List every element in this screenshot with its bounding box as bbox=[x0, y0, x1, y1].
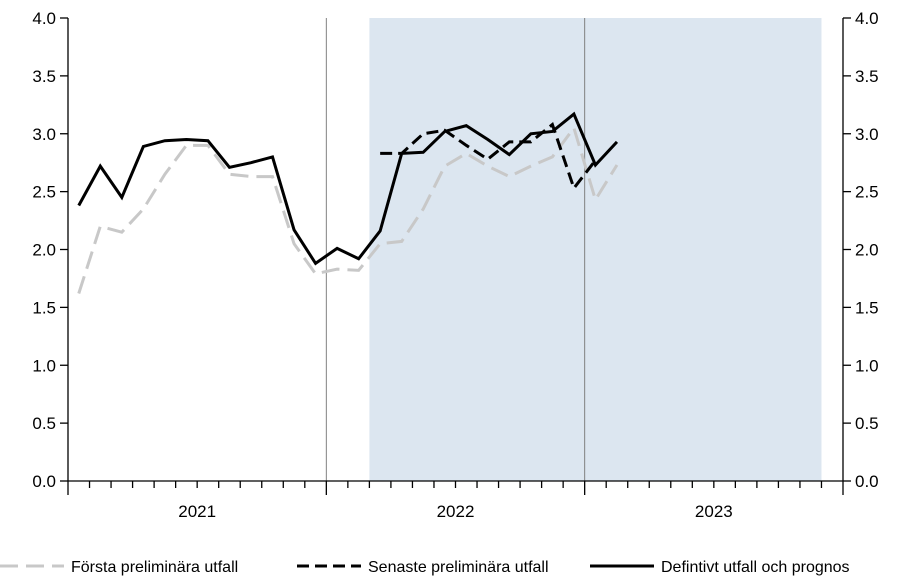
y-tick-label-right: 2.5 bbox=[855, 183, 879, 202]
y-tick-label-left: 4.0 bbox=[32, 9, 56, 28]
legend: Första preliminära utfall Senaste prelimi… bbox=[0, 559, 850, 576]
y-tick-label-right: 0.5 bbox=[855, 414, 879, 433]
legend-label-1: Första preliminära utfall bbox=[71, 559, 238, 576]
y-tick-label-left: 2.5 bbox=[32, 183, 56, 202]
x-tick-label: 2021 bbox=[178, 502, 216, 521]
y-tick-label-left: 0.0 bbox=[32, 472, 56, 491]
legend-label-3: Defintivt utfall och prognos bbox=[661, 559, 850, 576]
y-tick-label-left: 1.0 bbox=[32, 356, 56, 375]
y-tick-label-right: 3.5 bbox=[855, 67, 879, 86]
y-tick-label-right: 1.5 bbox=[855, 298, 879, 317]
shaded-region-layer bbox=[369, 18, 822, 481]
series-line-1 bbox=[77, 124, 619, 294]
y-tick-label-left: 3.5 bbox=[32, 67, 56, 86]
series-layer bbox=[77, 111, 619, 294]
y-tick-label-right: 4.0 bbox=[855, 9, 879, 28]
series-line-2 bbox=[380, 121, 597, 192]
y-tick-label-right: 2.0 bbox=[855, 241, 879, 260]
y-tick-label-left: 0.5 bbox=[32, 414, 56, 433]
y-tick-label-left: 1.5 bbox=[32, 298, 56, 317]
x-tick-label: 2022 bbox=[437, 502, 475, 521]
shaded-region bbox=[369, 18, 822, 481]
vertical-lines-layer bbox=[325, 18, 586, 481]
axes-layer: 0.0 0.0 0.5 0.5 1.0 1.0 1.5 1.5 2.0 2.0 2.5 2.5 3.0 3… bbox=[32, 9, 878, 521]
y-tick-label-left: 2.0 bbox=[32, 241, 56, 260]
legend-label-2: Senaste preliminära utfall bbox=[368, 559, 549, 576]
x-tick-label: 2023 bbox=[695, 502, 733, 521]
y-tick-label-right: 1.0 bbox=[855, 356, 879, 375]
y-tick-label-right: 0.0 bbox=[855, 472, 879, 491]
y-tick-label-right: 3.0 bbox=[855, 125, 879, 144]
series-line-3 bbox=[77, 111, 619, 266]
y-tick-label-left: 3.0 bbox=[32, 125, 56, 144]
